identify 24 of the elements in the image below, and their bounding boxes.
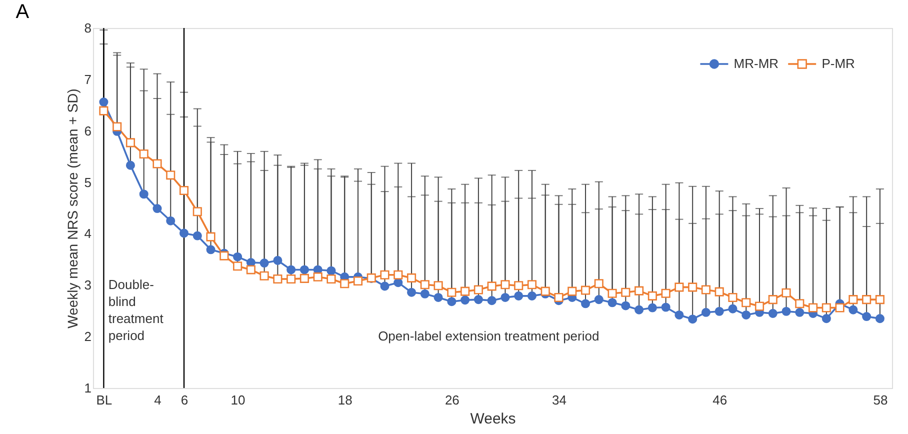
x-tick-label: 34 bbox=[552, 392, 566, 408]
y-tick-label: 6 bbox=[84, 123, 92, 138]
x-tick-label: 18 bbox=[338, 392, 352, 408]
x-tick-label: 10 bbox=[230, 392, 246, 408]
x-tick-label: 46 bbox=[712, 392, 728, 408]
y-tick-label: 5 bbox=[84, 174, 92, 190]
x-tick-label: 6 bbox=[180, 392, 188, 408]
x-tick-label: 58 bbox=[873, 392, 888, 408]
y-tick-label: 4 bbox=[84, 226, 92, 242]
x-tick-label: BL bbox=[96, 392, 112, 408]
y-tick-label: 2 bbox=[84, 329, 92, 344]
y-tick-label: 7 bbox=[84, 72, 92, 87]
y-tick-label: 3 bbox=[84, 278, 92, 293]
chart-title: A bbox=[16, 1, 30, 23]
annotation: Double-blind treatment period bbox=[108, 277, 164, 344]
y-axis-title: Weekly mean NRS score (mean + SD) bbox=[64, 88, 80, 328]
annotation: Open-label extension treatment period bbox=[378, 328, 600, 344]
y-tick-label: 8 bbox=[84, 20, 92, 36]
x-tick-label: 26 bbox=[444, 392, 460, 408]
y-tick-label: 1 bbox=[84, 380, 92, 396]
x-axis-title: Weeks bbox=[470, 410, 516, 428]
legend-label: MR-MR bbox=[734, 56, 779, 71]
legend-label: P-MR bbox=[822, 56, 855, 71]
x-tick-label: 4 bbox=[154, 392, 162, 408]
